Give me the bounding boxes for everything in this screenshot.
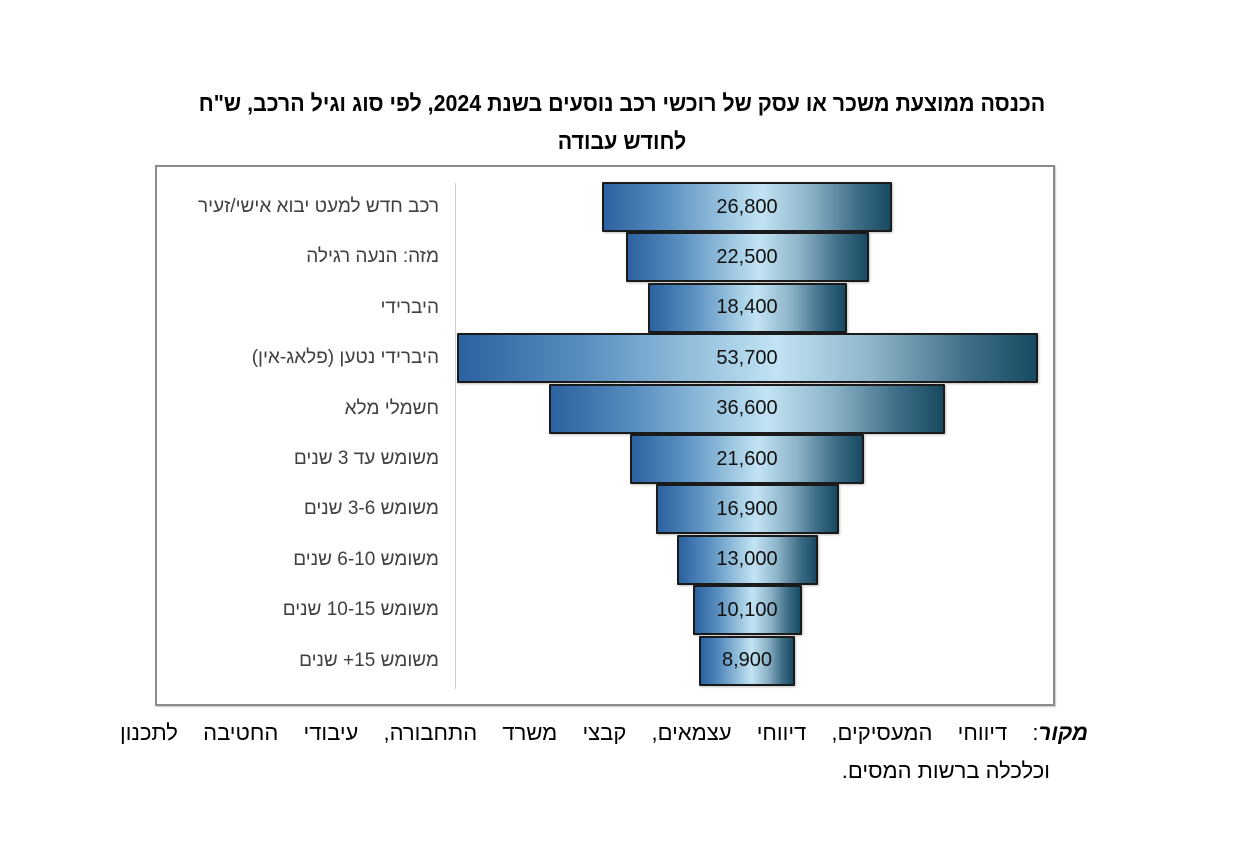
- category-label: משומש 6-10 שנים: [293, 548, 439, 570]
- chart-title: הכנסה ממוצעת משכר או עסק של רוכשי רכב נו…: [137, 84, 1108, 160]
- funnel-bar: 10,100: [692, 585, 802, 636]
- category-label: משומש 10-15 שנים: [282, 599, 439, 621]
- source-colon: :: [1007, 720, 1039, 745]
- funnel-bar: 18,400: [647, 282, 847, 333]
- funnel-bar: 36,600: [549, 383, 945, 434]
- bar-value-label: 18,400: [716, 296, 778, 319]
- source-text-1: דיווחי המעסיקים, דיווחי עצמאים, קבצי משר…: [120, 720, 1008, 745]
- funnel-bar: 21,600: [630, 434, 864, 484]
- funnel-bar: 22,500: [625, 232, 869, 283]
- category-label: משומש 15+ שנים: [299, 649, 439, 671]
- category-label: משומש עד 3 שנים: [293, 448, 439, 469]
- category-label: מזה: הנעה רגילה: [306, 246, 439, 268]
- bar-value-label: 22,500: [716, 245, 778, 268]
- funnel-bar: 13,000: [676, 534, 818, 585]
- funnel-bar: 16,900: [655, 484, 839, 535]
- bar-value-label: 13,000: [716, 548, 778, 571]
- source-note: מקור: דיווחי המעסיקים, דיווחי עצמאים, קב…: [120, 714, 1088, 790]
- chart-frame: רכב חדש למעט יבוא אישי/זעיר 26,800 מזה: הנ…: [155, 165, 1055, 706]
- category-label: היברידי נטען (פלאג-אין): [251, 347, 439, 369]
- category-label: חשמלי מלא: [344, 397, 439, 419]
- category-axis-line: [455, 183, 456, 689]
- category-label: היברידי: [380, 296, 439, 318]
- category-label: רכב חדש למעט יבוא אישי/זעיר: [198, 196, 439, 217]
- bar-value-label: 16,900: [716, 497, 778, 520]
- source-label: מקור: [1038, 720, 1088, 745]
- bar-value-label: 26,800: [716, 195, 778, 218]
- bar-value-label: 21,600: [716, 447, 778, 470]
- funnel-bar: 53,700: [456, 333, 1038, 384]
- bar-value-label: 8,900: [721, 649, 773, 672]
- funnel-bar: 8,900: [699, 635, 795, 686]
- category-label: משומש 3-6 שנים: [303, 498, 439, 520]
- source-line1: מקור: דיווחי המעסיקים, דיווחי עצמאים, קב…: [120, 714, 1088, 752]
- chart-title-line2: לחודש עבודה: [557, 128, 687, 154]
- source-text-2: וכלכלה ברשות המסים.: [841, 758, 1050, 783]
- bar-value-label: 53,700: [716, 346, 778, 369]
- chart-title-line1: הכנסה ממוצעת משכר או עסק של רוכשי רכב נו…: [198, 90, 1046, 116]
- bar-value-label: 36,600: [716, 397, 778, 420]
- funnel-bar: 26,800: [602, 182, 892, 232]
- bar-value-label: 10,100: [716, 598, 778, 621]
